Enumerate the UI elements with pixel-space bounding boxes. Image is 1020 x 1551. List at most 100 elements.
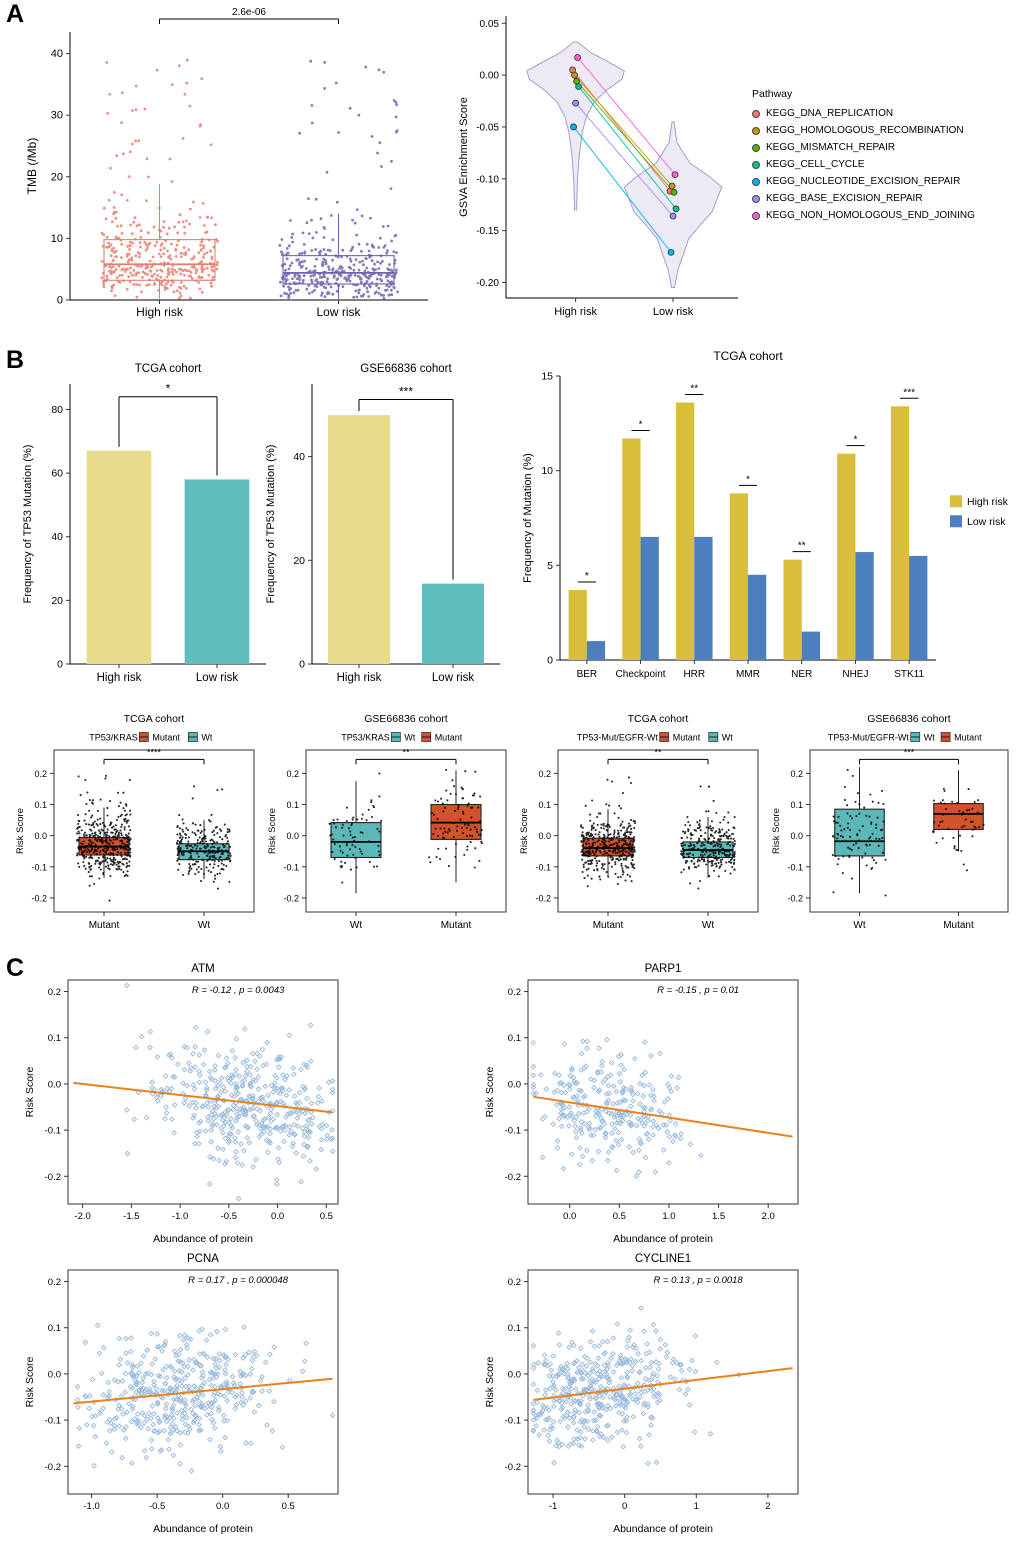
y-tick-label: -0.1 — [31, 862, 47, 872]
pathway-legend-item: KEGG_NON_HOMOLOGOUS_END_JOINING — [752, 207, 1018, 224]
y-tick-label: -0.2 — [787, 893, 803, 903]
regression-line — [533, 1367, 793, 1401]
legend-item-label: Low risk — [967, 516, 1006, 528]
x-tick-label: HRR — [683, 669, 705, 680]
x-tick-label: NHEJ — [842, 669, 868, 680]
y-tick-label: -0.2 — [45, 1172, 61, 1183]
y-tick-label: 0.1 — [48, 1033, 61, 1044]
x-axis-title: Abundance of protein — [153, 1233, 253, 1245]
bar-high-risk — [568, 589, 587, 660]
y-axis-title: Risk Score — [24, 1356, 36, 1407]
legend-item-label: Mutant — [152, 733, 180, 743]
x-tick-label: 0.5 — [320, 1211, 333, 1222]
y-tick-label: 0.2 — [48, 1277, 61, 1288]
box-rect — [103, 239, 216, 281]
jitter-points — [831, 768, 887, 897]
pathway-key-icon — [752, 126, 760, 135]
y-tick-label: 0.1 — [538, 800, 551, 810]
plot-frame — [67, 979, 339, 1205]
y-tick-label: 40 — [293, 451, 305, 463]
pathway-point — [572, 99, 579, 107]
legend-item-label: Wt — [924, 733, 935, 743]
chart-title: GSE66836 cohort — [867, 713, 951, 725]
chart-riskscore-tcga-egfr: TCGA cohort TP53-Mut/EGFR-Wt Mutant Wt -0.2 -… — [516, 710, 766, 942]
y-tick-label: 0.1 — [508, 1323, 521, 1334]
chart-canvas-box_gse_egfr: GSE66836 cohort TP53-Mut/EGFR-Wt Wt Mutant -… — [771, 713, 1009, 931]
y-tick-label: -0.1 — [505, 1416, 521, 1427]
pathway-point — [571, 71, 578, 79]
x-tick-label: Mutant — [89, 920, 120, 931]
y-tick-label: 80 — [51, 404, 63, 416]
y-tick-label: 0.0 — [508, 1369, 521, 1380]
chart-tmb-boxplot: 0 10 20 30 40 TMB (/Mb) High risk Low risk 2.6e-… — [20, 6, 440, 338]
x-tick-label: Low risk — [196, 672, 238, 684]
chart-canvas-tp53_gse: GSE66836 cohort 0 20 40 Frequency of TP53 Mu… — [265, 363, 500, 684]
y-tick-label: -0.1 — [505, 1126, 521, 1137]
chart-title: GSE66836 cohort — [364, 713, 448, 725]
correlation-annotation: R = -0.12 , p = 0.0043 — [192, 985, 285, 996]
y-axis-title: Risk Score — [267, 808, 278, 854]
chart-canvas-box_tcga_kras: TCGA cohort TP53/KRAS Mutant Wt -0.2 -0.1 0.0 0… — [15, 713, 255, 931]
y-tick-label: -0.2 — [45, 1462, 61, 1473]
y-tick-label: -0.15 — [476, 226, 499, 237]
bar-low-risk — [586, 641, 606, 660]
y-tick-label: -0.1 — [535, 862, 551, 872]
y-tick-label: 0.2 — [508, 987, 521, 998]
significance-label: ** — [402, 747, 410, 757]
x-tick-label: Mutant — [943, 920, 974, 931]
legend-item-label: Mutant — [673, 733, 701, 743]
y-axis-title: Frequency of TP53 Mutation (%) — [265, 445, 277, 604]
y-axis-title: Risk Score — [484, 1066, 496, 1117]
jitter-points — [931, 787, 985, 872]
legend-title: TP53-Mut/EGFR-Wt — [828, 733, 910, 743]
pathway-legend-label: KEGG_NON_HOMOLOGOUS_END_JOINING — [766, 210, 975, 221]
plot-frame — [557, 749, 759, 913]
y-tick-label: -0.10 — [476, 174, 499, 185]
jitter-points — [680, 785, 736, 890]
pathway-line — [576, 81, 675, 193]
y-tick-label: 0 — [547, 655, 553, 667]
chart-title: PCNA — [187, 1253, 219, 1265]
x-tick-label: Checkpoint — [616, 669, 666, 680]
bar-high-risk — [783, 559, 802, 660]
x-tick-label: High risk — [136, 305, 184, 319]
y-tick-label: -0.2 — [283, 893, 299, 903]
scatter-points — [124, 982, 336, 1202]
pathway-line — [575, 102, 674, 217]
pathway-point — [669, 212, 677, 220]
pathway-line — [573, 126, 672, 253]
y-tick-label: 0.0 — [508, 1079, 521, 1090]
box-rect — [933, 803, 984, 830]
y-tick-label: 0 — [57, 659, 63, 671]
y-tick-label: 0.0 — [286, 831, 299, 841]
y-tick-label: -0.1 — [45, 1126, 61, 1137]
x-tick-label: Low risk — [432, 672, 474, 684]
chart-riskscore-gse-egfr: GSE66836 cohort TP53-Mut/EGFR-Wt Wt Mutant -… — [768, 710, 1016, 942]
significance-label: ** — [654, 747, 662, 757]
bar-low-risk — [694, 536, 713, 660]
pathway-legend-items: KEGG_DNA_REPLICATION KEGG_HOMOLOGOUS_RECO… — [752, 105, 1018, 224]
y-tick-label: 0.1 — [508, 1033, 521, 1044]
significance-label: ** — [798, 541, 806, 552]
pathway-legend-label: KEGG_CELL_CYCLE — [766, 159, 865, 170]
chart-riskscore-tcga-kras: TCGA cohort TP53/KRAS Mutant Wt -0.2 -0.1 0.0 0… — [12, 710, 262, 942]
x-tick-label: High risk — [97, 672, 142, 684]
y-tick-label: 0.1 — [34, 800, 47, 810]
correlation-annotation: R = 0.13 , p = 0.0018 — [653, 1275, 743, 1286]
x-tick-label: High risk — [337, 672, 382, 684]
chart-canvas-box_tcga_egfr: TCGA cohort TP53-Mut/EGFR-Wt Mutant Wt -0.2 -… — [519, 713, 759, 931]
pathway-legend-item: KEGG_BASE_EXCISION_REPAIR — [752, 190, 1018, 207]
legend-title: TP53-Mut/EGFR-Wt — [577, 733, 659, 743]
significance-label: ** — [690, 384, 698, 395]
y-tick-label: -0.1 — [283, 862, 299, 872]
y-tick-label: 0.2 — [48, 987, 61, 998]
bar — [327, 415, 391, 664]
jitter-points — [580, 776, 636, 888]
y-axis-title: Risk Score — [24, 1066, 36, 1117]
pathway-line — [572, 69, 671, 192]
x-tick-label: Wt — [198, 920, 210, 931]
chart-title: TCGA cohort — [713, 349, 783, 363]
y-tick-label: 40 — [51, 531, 63, 543]
y-tick-label: -0.05 — [476, 122, 499, 133]
